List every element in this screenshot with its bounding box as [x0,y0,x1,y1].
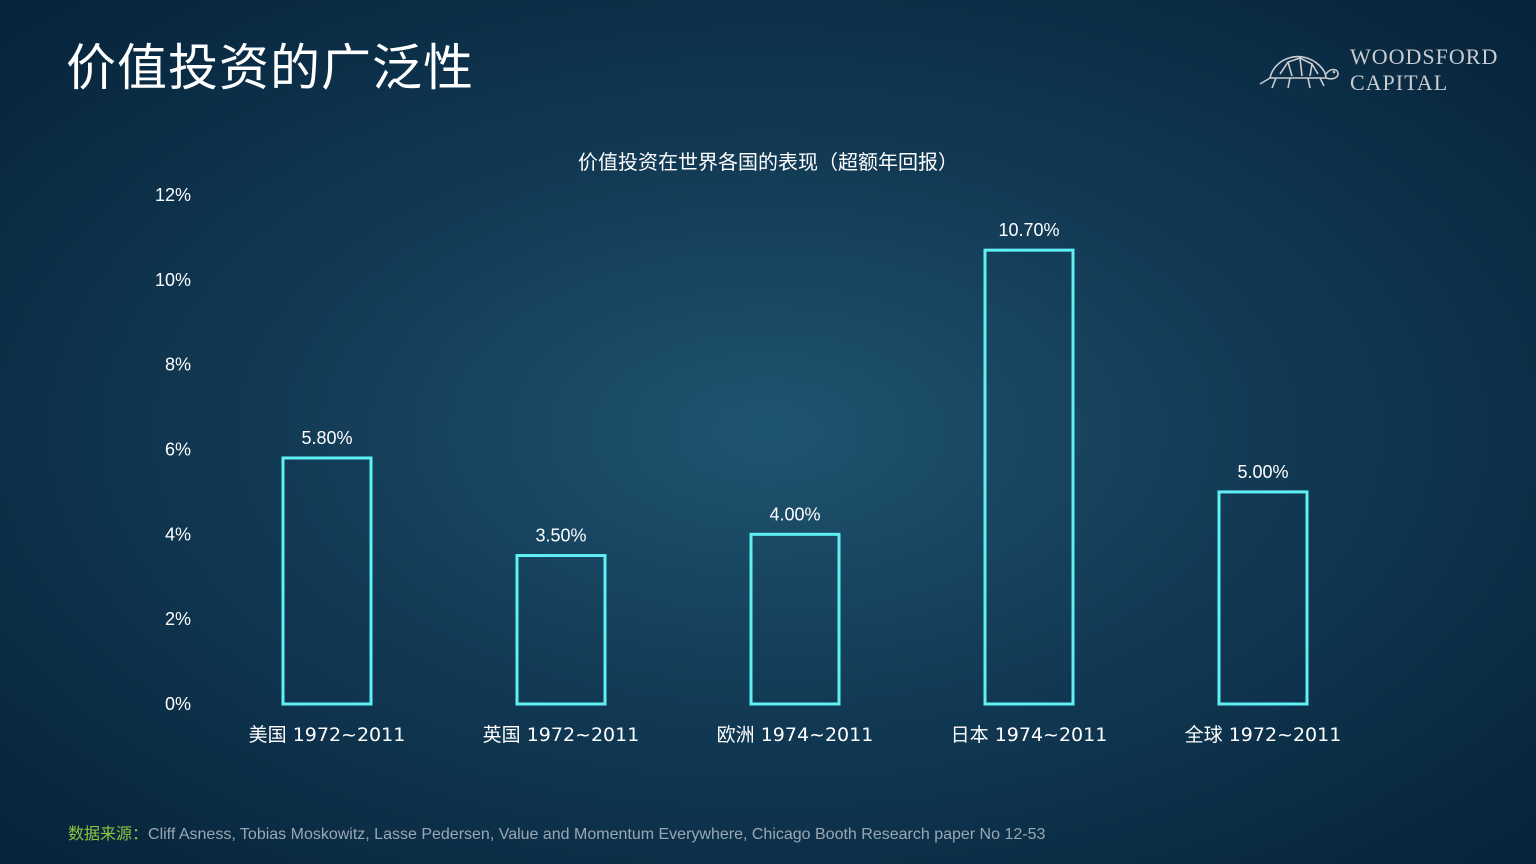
y-tick-label: 8% [165,355,191,375]
bar [749,532,841,706]
page-title: 价值投资的广泛性 [66,39,474,97]
data-label: 4.00% [769,504,820,524]
chart-title: 价值投资在世界各国的表现（超额年回报） [578,150,958,174]
data-label: 5.00% [1237,462,1288,482]
y-tick-label: 12% [155,185,191,205]
data-label: 10.70% [998,220,1059,240]
tortoise-icon [1259,55,1339,89]
y-tick-label: 10% [155,270,191,290]
x-category-label: 美国 1972~2011 [249,724,406,746]
y-tick-label: 6% [165,440,191,460]
bar [515,554,607,706]
data-label: 3.50% [535,526,586,546]
y-tick-label: 4% [165,524,191,544]
bar [281,456,373,706]
logo-text-capital: CAPITAL [1350,70,1449,95]
y-tick-label: 2% [165,609,191,629]
company-logo: WOODSFORD CAPITAL [1256,40,1506,100]
bar [983,248,1075,706]
x-category-label: 日本 1974~2011 [951,724,1108,746]
source-text: Cliff Asness, Tobias Moskowitz, Lasse Pe… [148,826,1046,843]
y-axis: 0% 2% 4% 6% 8% 10% 12% [155,185,191,714]
bars [281,248,1309,706]
logo-text-woodsford: WOODSFORD [1350,44,1499,69]
x-category-label: 全球 1972~2011 [1185,724,1342,746]
x-category-label: 英国 1972~2011 [483,724,640,746]
data-label: 5.80% [301,428,352,448]
bar [1217,490,1309,706]
source-note: 数据来源：Cliff Asness, Tobias Moskowitz, Las… [68,820,1045,844]
x-category-label: 欧洲 1974~2011 [717,724,874,746]
x-axis: 美国 1972~2011 英国 1972~2011 欧洲 1974~2011 日本 1… [249,724,1342,746]
data-labels: 5.80% 3.50% 4.00% 10.70% 5.00% [301,220,1288,545]
source-label: 数据来源： [68,824,149,843]
y-tick-label: 0% [165,694,191,714]
